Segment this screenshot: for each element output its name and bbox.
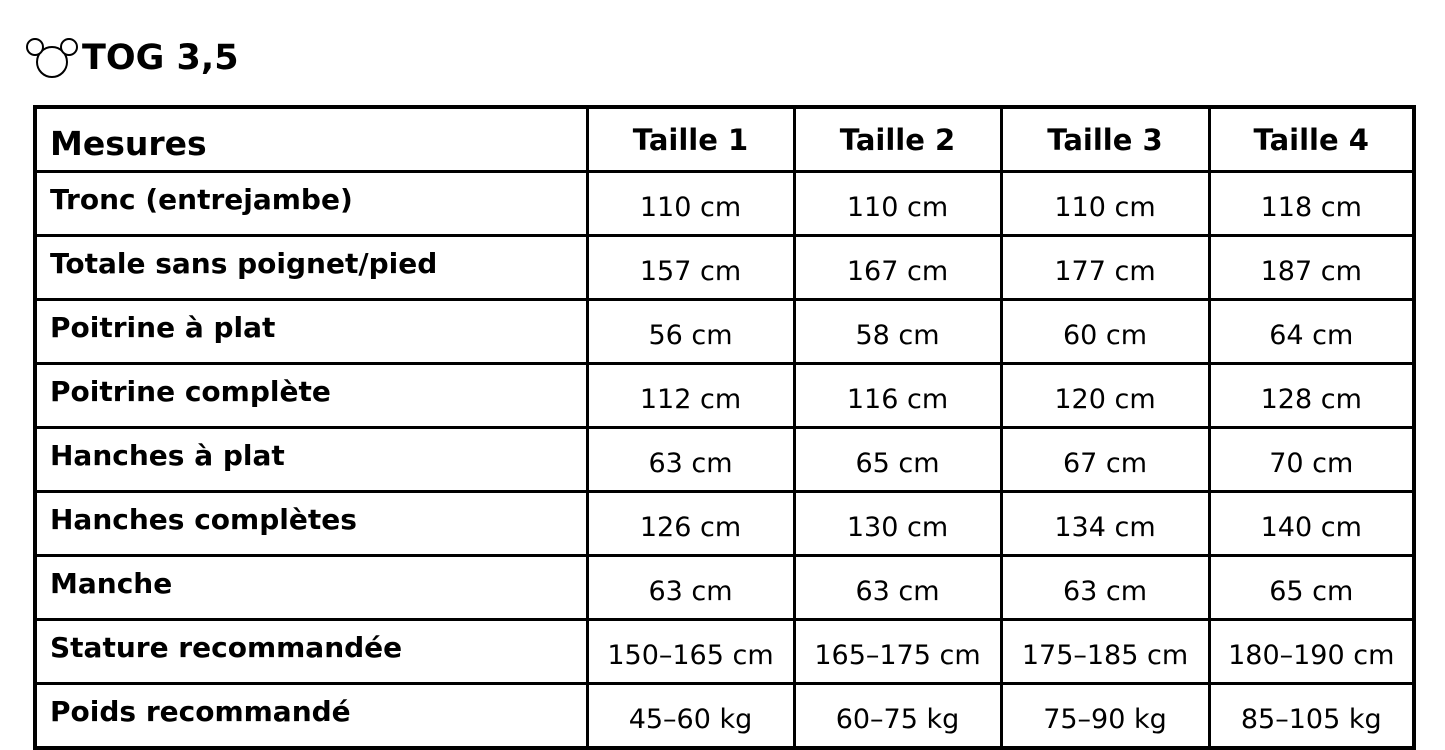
table-cell: 180–190 cm <box>1207 618 1416 685</box>
table-cell: 126 cm <box>585 490 796 557</box>
row-label: Manche <box>33 554 589 621</box>
column-header: Taille 1 <box>585 105 796 173</box>
row-label: Hanches complètes <box>33 490 589 557</box>
table-cell: 65 cm <box>792 426 1003 493</box>
column-header: Taille 2 <box>792 105 1003 173</box>
table-row: Manche 63 cm 63 cm 63 cm 65 cm <box>33 554 1416 621</box>
table-cell: 65 cm <box>1207 554 1416 621</box>
table-row: Stature recommandée 150–165 cm 165–175 cm 1… <box>33 618 1416 685</box>
header-row: Mesures Taille 1 Taille 2 Taille 3 Taill… <box>33 105 1416 173</box>
page-title: TOG 3,5 <box>24 36 239 80</box>
table-cell: 110 cm <box>792 170 1003 237</box>
table-cell: 116 cm <box>792 362 1003 429</box>
table-row: Poitrine complète 112 cm 116 cm 120 cm 128 c… <box>33 362 1416 429</box>
table-cell: 63 cm <box>585 554 796 621</box>
table-row: Tronc (entrejambe) 110 cm 110 cm 110 cm 118 … <box>33 170 1416 237</box>
table-cell: 63 cm <box>585 426 796 493</box>
row-label: Hanches à plat <box>33 426 589 493</box>
row-label: Poids recommandé <box>33 682 589 750</box>
table-cell: 187 cm <box>1207 234 1416 301</box>
table-cell: 64 cm <box>1207 298 1416 365</box>
table-cell: 63 cm <box>999 554 1211 621</box>
table-row: Poids recommandé 45–60 kg 60–75 kg 75–90 kg… <box>33 682 1416 750</box>
column-header: Mesures <box>33 105 589 173</box>
table-cell: 45–60 kg <box>585 682 796 750</box>
table-cell: 58 cm <box>792 298 1003 365</box>
table-cell: 67 cm <box>999 426 1211 493</box>
table-cell: 177 cm <box>999 234 1211 301</box>
table-cell: 110 cm <box>585 170 796 237</box>
row-label: Tronc (entrejambe) <box>33 170 589 237</box>
table-cell: 60–75 kg <box>792 682 1003 750</box>
table-cell: 167 cm <box>792 234 1003 301</box>
table-cell: 118 cm <box>1207 170 1416 237</box>
table-cell: 175–185 cm <box>999 618 1211 685</box>
table-cell: 112 cm <box>585 362 796 429</box>
bear-ears-icon <box>26 38 78 78</box>
table-cell: 70 cm <box>1207 426 1416 493</box>
column-header: Taille 3 <box>999 105 1211 173</box>
table-cell: 120 cm <box>999 362 1211 429</box>
table-cell: 75–90 kg <box>999 682 1211 750</box>
table-row: Hanches complètes 126 cm 130 cm 134 cm 140 c… <box>33 490 1416 557</box>
size-table: Mesures Taille 1 Taille 2 Taille 3 Taill… <box>33 105 1416 750</box>
row-label: Stature recommandée <box>33 618 589 685</box>
row-label: Poitrine complète <box>33 362 589 429</box>
table-row: Hanches à plat 63 cm 65 cm 67 cm 70 cm <box>33 426 1416 493</box>
table-cell: 130 cm <box>792 490 1003 557</box>
table-cell: 56 cm <box>585 298 796 365</box>
table-cell: 63 cm <box>792 554 1003 621</box>
table-cell: 157 cm <box>585 234 796 301</box>
row-label: Poitrine à plat <box>33 298 589 365</box>
table-row: Poitrine à plat 56 cm 58 cm 60 cm 64 cm <box>33 298 1416 365</box>
row-label: Totale sans poignet/pied <box>33 234 589 301</box>
table-cell: 128 cm <box>1207 362 1416 429</box>
table-cell: 60 cm <box>999 298 1211 365</box>
table-cell: 85–105 kg <box>1207 682 1416 750</box>
title-text: TOG 3,5 <box>82 38 239 78</box>
table-row: Totale sans poignet/pied 157 cm 167 cm 177 … <box>33 234 1416 301</box>
table-cell: 134 cm <box>999 490 1211 557</box>
table-cell: 150–165 cm <box>585 618 796 685</box>
table-cell: 110 cm <box>999 170 1211 237</box>
table-cell: 140 cm <box>1207 490 1416 557</box>
column-header: Taille 4 <box>1207 105 1416 173</box>
table-cell: 165–175 cm <box>792 618 1003 685</box>
